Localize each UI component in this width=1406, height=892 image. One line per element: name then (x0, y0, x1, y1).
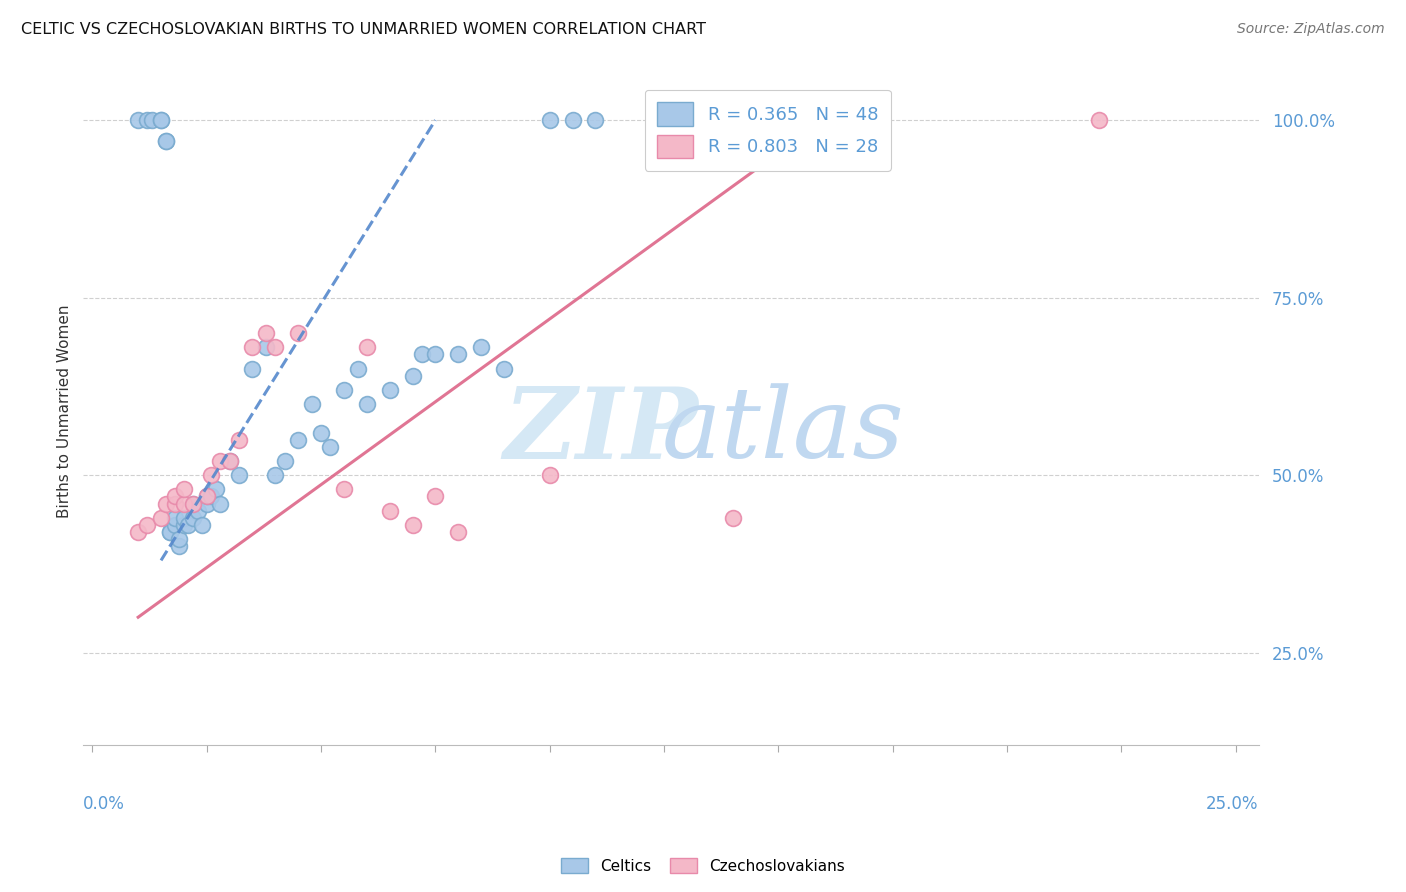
Point (187, 504, 209, 518)
Point (200, 468, 222, 483)
Point (136, 517, 159, 532)
Point (181, 497, 204, 511)
Point (264, 468, 287, 483)
Point (195, 490, 218, 504)
Point (813, 113, 835, 128)
Point (378, 504, 401, 518)
Point (195, 490, 218, 504)
Point (425, 347, 447, 361)
Point (585, 113, 607, 128)
Point (319, 440, 342, 454)
Point (242, 340, 264, 354)
Point (191, 517, 214, 532)
Point (273, 454, 295, 468)
Point (169, 532, 191, 546)
Point (287, 433, 309, 447)
Point (163, 497, 186, 511)
Point (401, 368, 423, 383)
Point (181, 510, 204, 524)
Point (173, 510, 195, 524)
Point (163, 517, 186, 532)
Point (228, 468, 250, 483)
Point (228, 433, 250, 447)
Point (538, 468, 561, 483)
Point (356, 340, 378, 354)
Point (141, 113, 163, 128)
Point (425, 490, 447, 504)
Text: 25.0%: 25.0% (1206, 795, 1258, 814)
Point (150, 113, 173, 128)
Point (150, 510, 173, 524)
Point (177, 517, 200, 532)
Point (254, 326, 277, 340)
Point (411, 347, 433, 361)
Point (333, 483, 356, 497)
Point (1087, 113, 1109, 128)
Point (287, 326, 309, 340)
Legend: Celtics, Czechoslovakians: Celtics, Czechoslovakians (554, 852, 852, 880)
Point (470, 340, 492, 354)
Text: ZIP: ZIP (503, 383, 697, 480)
Text: CELTIC VS CZECHOSLOVAKIAN BIRTHS TO UNMARRIED WOMEN CORRELATION CHART: CELTIC VS CZECHOSLOVAKIAN BIRTHS TO UNMA… (21, 22, 706, 37)
Point (447, 524, 470, 539)
Point (200, 490, 222, 504)
Point (173, 483, 195, 497)
Point (356, 397, 378, 411)
Point (127, 113, 149, 128)
Point (155, 134, 177, 148)
Text: Source: ZipAtlas.com: Source: ZipAtlas.com (1237, 22, 1385, 37)
Point (721, 510, 744, 524)
Point (209, 454, 232, 468)
Text: atlas: atlas (661, 384, 904, 479)
Point (169, 539, 191, 553)
Text: 0.0%: 0.0% (83, 795, 125, 814)
Point (163, 490, 186, 504)
Point (264, 340, 287, 354)
Point (378, 383, 401, 397)
Point (492, 361, 515, 376)
Point (538, 113, 561, 128)
Y-axis label: Births to Unmarried Women: Births to Unmarried Women (58, 304, 72, 518)
Point (309, 425, 332, 440)
Point (173, 517, 195, 532)
Point (346, 361, 368, 376)
Point (195, 497, 218, 511)
Point (301, 397, 323, 411)
Point (155, 134, 177, 148)
Point (209, 497, 232, 511)
Point (136, 113, 159, 128)
Point (561, 113, 583, 128)
Point (333, 383, 356, 397)
Point (159, 524, 181, 539)
Point (205, 483, 228, 497)
Point (218, 454, 240, 468)
Point (242, 361, 264, 376)
Point (447, 347, 470, 361)
Point (163, 510, 186, 524)
Legend: R = 0.365   N = 48, R = 0.803   N = 28: R = 0.365 N = 48, R = 0.803 N = 28 (645, 90, 891, 170)
Point (181, 497, 204, 511)
Point (127, 524, 149, 539)
Point (254, 340, 277, 354)
Point (159, 524, 181, 539)
Point (173, 497, 195, 511)
Point (218, 454, 240, 468)
Point (150, 113, 173, 128)
Point (401, 517, 423, 532)
Point (155, 497, 177, 511)
